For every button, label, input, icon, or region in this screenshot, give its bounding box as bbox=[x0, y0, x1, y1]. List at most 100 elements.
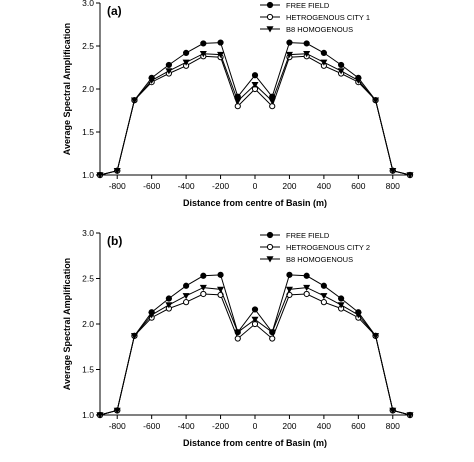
chart1-x-tick-label: -200 bbox=[212, 181, 229, 191]
chart1-series-3-point bbox=[285, 51, 293, 59]
chart2-series-2-point bbox=[183, 299, 190, 306]
chart1-series-1-point bbox=[251, 72, 259, 79]
chart1-series-1-point bbox=[200, 40, 207, 47]
chart2-y-axis-title: Average Spectral Amplification bbox=[62, 258, 72, 390]
chart2-series-3-point bbox=[113, 407, 121, 414]
chart2-series-3-point bbox=[182, 293, 190, 300]
chart1-legend-label-3: B8 HOMOGENOUS bbox=[286, 25, 353, 34]
chart1-series-1-point bbox=[320, 49, 327, 56]
chart2-x-tick-label: 400 bbox=[317, 421, 331, 431]
chart1-series-1-point bbox=[303, 40, 310, 47]
chart2-series-1-point bbox=[183, 282, 190, 289]
chart1-series-3-point bbox=[217, 51, 225, 59]
chart2-series-2-point bbox=[200, 290, 207, 298]
chart2-series-3-point bbox=[268, 329, 276, 336]
chart1-x-axis-title: Distance from centre of Basin (m) bbox=[183, 198, 327, 208]
chart1-x-tick-label: -400 bbox=[178, 181, 195, 191]
chart2-series-3-point bbox=[354, 312, 362, 319]
chart2-series-3-point bbox=[389, 407, 397, 414]
chart2-legend-label-1: FREE FIELD bbox=[286, 231, 330, 240]
chart2-series-3-point bbox=[165, 302, 173, 309]
chart2-series-2-point bbox=[303, 290, 310, 298]
chart1-series-3-line bbox=[99, 53, 411, 176]
chart2-y-tick-label: 3.0 bbox=[82, 228, 94, 238]
chart1-series-3-point bbox=[234, 98, 242, 105]
chart1-panel: -800 -600 -400 -200 0 200 400 600 800 1.0 1.5 2.0 2.… bbox=[62, 0, 414, 208]
chart1-series-3-point bbox=[130, 97, 138, 104]
chart2-series-1-line bbox=[99, 274, 411, 416]
chart1-series-1-point bbox=[183, 49, 190, 56]
chart1-series-3-point bbox=[372, 97, 380, 104]
chart2-x-tick-label: 200 bbox=[282, 421, 296, 431]
chart2-series-3-point bbox=[372, 333, 380, 340]
chart1-y-tick-label: 1.0 bbox=[82, 170, 94, 180]
chart1-legend-label-2: HETROGENOUS CITY 1 bbox=[286, 13, 370, 22]
chart1-y-tick-label: 2.0 bbox=[82, 84, 94, 94]
chart1-series-3-point bbox=[303, 51, 311, 58]
chart1-series-1-point bbox=[217, 39, 224, 46]
chart2-y-tick-label: 2.0 bbox=[82, 319, 94, 329]
chart1-series-3-point bbox=[165, 68, 173, 75]
chart2-legend-label-3: B8 HOMOGENOUS bbox=[286, 255, 353, 264]
chart2-panel: -800 -600 -400 -200 0 200 400 600 800 1.0 1.5 2.0 2.… bbox=[62, 228, 414, 448]
chart2-series-3-point bbox=[406, 412, 414, 419]
chart2-y-tick-label: 1.0 bbox=[82, 410, 94, 420]
chart2-panel-label: (b) bbox=[107, 234, 122, 248]
chart2-series-1-point bbox=[251, 306, 259, 313]
chart1-legend-marker-1 bbox=[266, 1, 274, 9]
chart1-series-1-point bbox=[286, 39, 293, 46]
chart2-series-3-point bbox=[303, 284, 311, 292]
chart2-series-3-point bbox=[148, 312, 156, 319]
chart1-series-3-point bbox=[199, 51, 207, 58]
chart1-y-tick-label: 3.0 bbox=[82, 0, 94, 8]
chart2-x-tick-label: -200 bbox=[212, 421, 229, 431]
chart2-x-axis-title: Distance from centre of Basin (m) bbox=[183, 438, 327, 448]
chart1-series-3-point bbox=[389, 168, 397, 175]
chart2-x-tick-label: 600 bbox=[351, 421, 365, 431]
chart2-series-1-point bbox=[286, 271, 293, 278]
chart2-legend-marker-1 bbox=[266, 231, 274, 239]
chart1-x-tick-label: 800 bbox=[386, 181, 400, 191]
chart1-legend-marker-3 bbox=[266, 26, 274, 33]
chart1-x-tick-label: -600 bbox=[143, 181, 160, 191]
chart1-series-3-point bbox=[320, 59, 328, 66]
chart1-legend-marker-2 bbox=[266, 13, 274, 21]
chart1-series-1-point bbox=[165, 61, 172, 69]
chart1-series-1-line bbox=[99, 42, 411, 176]
chart2-series-1-point bbox=[303, 272, 310, 279]
chart1-series-3-point bbox=[182, 59, 190, 66]
chart1-x-tick-label: 400 bbox=[317, 181, 331, 191]
chart1-series-3-point bbox=[354, 77, 362, 84]
chart1-legend-label-1: FREE FIELD bbox=[286, 1, 330, 10]
chart2-series-1-point bbox=[200, 272, 207, 279]
chart1-x-tick-label: 200 bbox=[282, 181, 296, 191]
chart1-y-axis-title: Average Spectral Amplification bbox=[62, 23, 72, 155]
chart1-series-3-point bbox=[337, 68, 345, 75]
chart2-y-tick-label: 1.5 bbox=[82, 365, 94, 375]
chart1-series-3-point bbox=[96, 172, 104, 179]
chart2-x-tick-label: 0 bbox=[253, 421, 258, 431]
chart1-series-3-point bbox=[113, 168, 121, 175]
chart2-x-tick-label: -400 bbox=[178, 421, 195, 431]
chart1-x-tick-label: -800 bbox=[109, 181, 126, 191]
chart1-series-3-point bbox=[406, 172, 414, 179]
chart1-series-3-point bbox=[148, 77, 156, 84]
chart2-series-3-point bbox=[285, 286, 293, 293]
chart1-x-tick-label: 600 bbox=[351, 181, 365, 191]
chart2-series-3-point bbox=[234, 329, 242, 336]
chart2-series-2-point bbox=[234, 335, 241, 342]
chart1-y-tick-label: 1.5 bbox=[82, 127, 94, 137]
chart1-panel-label: (a) bbox=[107, 4, 122, 18]
chart2-series-2-point bbox=[320, 299, 327, 306]
chart2-series-1-point bbox=[338, 295, 345, 302]
chart2-x-tick-label: -800 bbox=[109, 421, 126, 431]
chart1-x-tick-label: 0 bbox=[253, 181, 258, 191]
chart2-series-1-point bbox=[320, 282, 327, 289]
chart2-series-1-point bbox=[217, 271, 224, 278]
chart2-series-3-point bbox=[251, 316, 259, 323]
chart1-series-3-point bbox=[268, 98, 276, 105]
chart2-series-3-point bbox=[199, 284, 207, 292]
chart2-legend-marker-3 bbox=[266, 256, 274, 263]
chart2-x-tick-label: 800 bbox=[386, 421, 400, 431]
chart2-series-3-point bbox=[96, 412, 104, 419]
